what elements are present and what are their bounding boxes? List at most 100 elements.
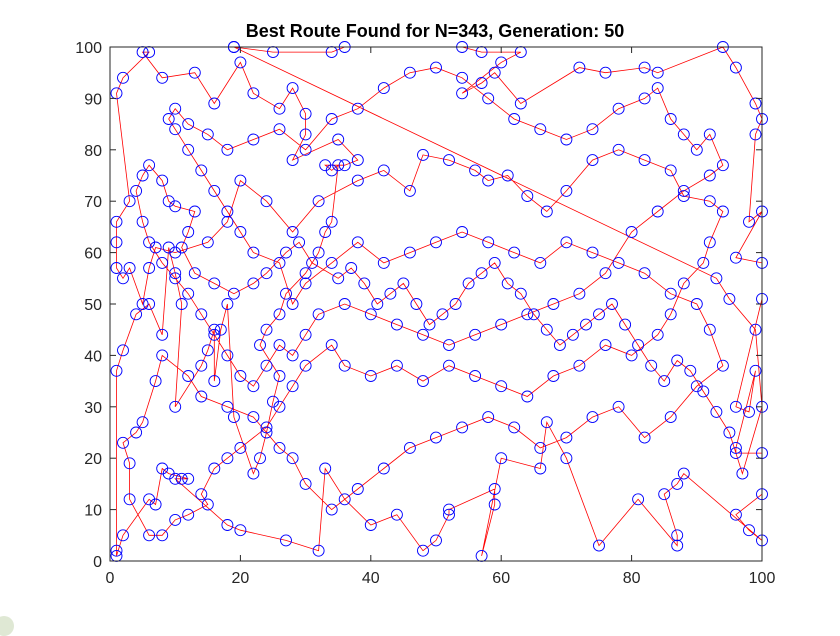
city-marker (234, 524, 247, 537)
city-marker (273, 308, 286, 321)
y-tick-label: 30 (84, 400, 102, 417)
city-marker (697, 385, 710, 398)
city-marker (273, 102, 286, 115)
city-marker (299, 328, 312, 341)
city-marker (195, 488, 208, 501)
city-marker (599, 339, 612, 352)
city-marker (723, 426, 736, 439)
city-marker (488, 498, 501, 511)
city-marker (169, 200, 182, 213)
city-marker (560, 431, 573, 444)
city-marker (273, 441, 286, 454)
city-marker (573, 61, 586, 74)
city-marker (319, 226, 332, 238)
city-marker (351, 236, 364, 249)
city-marker (143, 298, 156, 310)
city-marker (117, 529, 129, 542)
city-marker (221, 519, 234, 531)
city-marker (671, 354, 684, 367)
city-marker (547, 298, 560, 310)
city-marker (280, 287, 292, 300)
city-marker (338, 359, 351, 372)
city-marker (729, 447, 742, 460)
city-marker (456, 226, 469, 238)
city-marker (593, 308, 605, 321)
city-marker (638, 61, 651, 74)
x-tick-label: 40 (362, 570, 380, 587)
city-marker (208, 462, 221, 475)
city-marker (110, 236, 123, 249)
city-marker (729, 441, 742, 454)
city-marker (377, 82, 390, 95)
city-marker (606, 298, 618, 310)
city-marker (456, 87, 469, 100)
city-marker (351, 102, 364, 115)
city-marker (351, 483, 364, 495)
city-marker (280, 246, 292, 259)
city-marker (390, 318, 403, 331)
city-marker (729, 251, 742, 264)
city-marker (443, 359, 455, 372)
city-marker (501, 169, 514, 182)
city-marker (403, 441, 416, 454)
city-marker (560, 133, 573, 146)
city-marker (130, 426, 143, 439)
city-marker (273, 370, 286, 382)
city-marker (136, 169, 149, 182)
city-marker (286, 154, 299, 167)
city-marker (664, 411, 677, 424)
city-marker (475, 267, 488, 280)
city-marker (260, 421, 273, 434)
city-marker (221, 452, 234, 465)
y-tick-label: 70 (84, 194, 102, 211)
city-marker (632, 339, 645, 352)
city-marker (286, 380, 299, 393)
city-marker (508, 113, 521, 125)
city-marker (417, 328, 429, 341)
city-marker (488, 66, 501, 79)
city-marker (332, 272, 345, 285)
city-marker (403, 184, 416, 197)
city-marker (325, 339, 338, 352)
city-marker (390, 508, 403, 521)
city-marker (286, 82, 299, 95)
city-marker (169, 123, 182, 136)
city-marker (247, 246, 260, 259)
city-marker (638, 431, 651, 444)
city-marker (312, 308, 325, 321)
city-marker (469, 328, 482, 341)
city-marker (540, 323, 553, 336)
city-marker (586, 154, 599, 167)
city-marker (293, 236, 306, 249)
city-marker (586, 246, 599, 259)
city-marker (221, 400, 234, 413)
city-marker (703, 323, 716, 336)
city-marker (156, 328, 169, 341)
city-marker (508, 421, 521, 434)
city-marker (677, 128, 690, 141)
city-marker (221, 349, 234, 362)
x-tick-label: 0 (106, 570, 115, 587)
city-marker (319, 159, 332, 172)
city-marker (195, 359, 208, 372)
city-marker (169, 267, 182, 280)
city-marker (208, 375, 221, 388)
city-marker (723, 292, 736, 305)
route-path-layer (116, 46, 763, 557)
city-marker (377, 256, 390, 269)
city-marker (260, 323, 273, 336)
city-marker (534, 462, 547, 475)
city-marker (208, 277, 221, 290)
city-marker (749, 97, 762, 110)
city-marker (338, 298, 351, 310)
city-marker (169, 272, 182, 285)
city-marker (208, 184, 221, 197)
city-marker (443, 154, 455, 167)
city-marker (208, 328, 221, 341)
city-marker (182, 287, 195, 300)
city-marker (430, 534, 442, 547)
city-marker (553, 339, 566, 352)
city-marker (703, 195, 716, 208)
y-tick-label: 100 (75, 40, 102, 57)
